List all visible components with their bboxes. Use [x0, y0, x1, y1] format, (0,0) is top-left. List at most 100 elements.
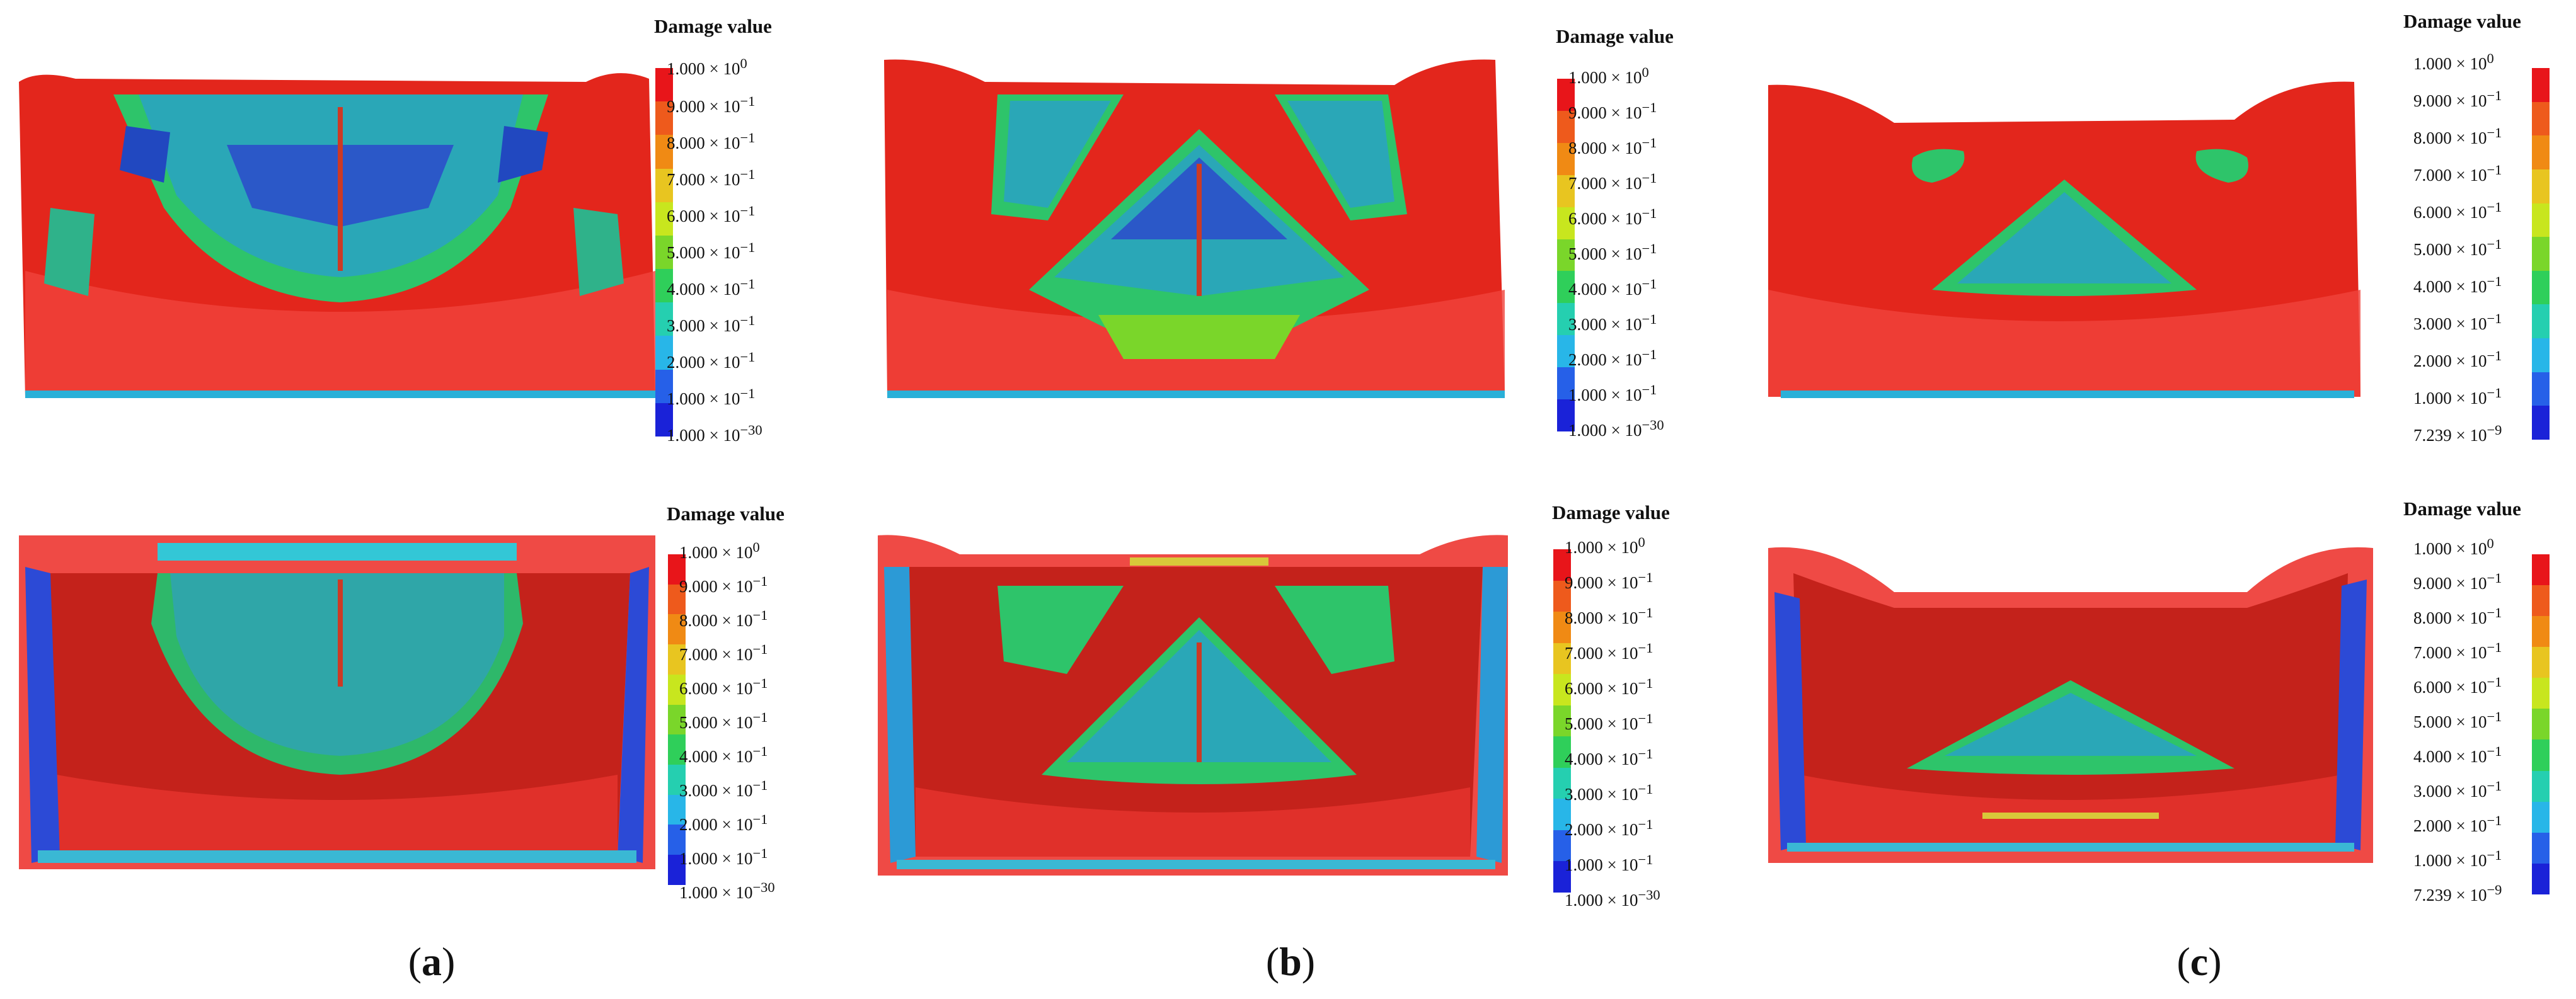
colorbar-a-top [655, 68, 673, 437]
colorbar-segment [2532, 585, 2550, 617]
colorbar-segment [668, 765, 686, 795]
contour-plot-a-bottom [19, 535, 655, 869]
tick-label: 6.000 × 10 [2413, 203, 2487, 222]
colorbar-segment [655, 269, 673, 303]
tick-label: 1.000 × 10 [2413, 851, 2487, 870]
colorbar-segment [655, 68, 673, 102]
contour-plot-a-top [19, 73, 655, 398]
colorbar-segment [1553, 642, 1571, 675]
colorbar-segment [2532, 709, 2550, 740]
tick-label: 6.000 × 10 [2413, 678, 2487, 697]
tick-label: 1.000 × 10 [1565, 891, 1638, 910]
tick-label: 3.000 × 10 [1565, 785, 1638, 804]
tick-label: 3.000 × 10 [1568, 315, 1642, 334]
tick-label: 8.000 × 10 [667, 134, 740, 152]
tick-label: 4.000 × 10 [679, 747, 753, 766]
colorbar-segment [2532, 304, 2550, 338]
tick-label: 8.000 × 10 [1565, 608, 1638, 627]
tick-label: 1.000 × 10 [1565, 538, 1638, 557]
tick-label: 1.000 × 10 [667, 426, 740, 445]
colorbar-b-bottom [1553, 549, 1571, 893]
tick-label: 6.000 × 10 [1565, 679, 1638, 698]
colorbar-segment [2532, 616, 2550, 648]
tick-label: 1.000 × 10 [2413, 389, 2487, 408]
colorbar-segment [1553, 799, 1571, 830]
panel-a-bottom: Damage value 1.000 × 100 9.000 × 10−1 8.… [0, 498, 859, 976]
caption-a: (a) [408, 939, 456, 984]
tick-label: 7.000 × 10 [667, 170, 740, 189]
tick-label: 4.000 × 10 [667, 280, 740, 299]
colorbar-segment [655, 202, 673, 236]
colorbar-c-top-bar [2532, 68, 2550, 440]
tick-label: 1.000 × 10 [679, 543, 753, 562]
colorbar-segment [1557, 271, 1575, 304]
colorbar-segment [2532, 338, 2550, 372]
tick-label: 9.000 × 10 [667, 97, 740, 116]
colorbar-segment [1553, 705, 1571, 737]
colorbar-segment [1553, 767, 1571, 799]
caption-c: (c) [2176, 939, 2222, 984]
tick-label: 3.000 × 10 [2413, 314, 2487, 333]
tick-label: 8.000 × 10 [2413, 128, 2487, 147]
panel-c-bottom: Damage value 1.000 × 100 9.000 × 10−1 8.… [1718, 498, 2576, 976]
legend-title-a-top: Damage value [654, 15, 772, 37]
tick-label: 1.000 × 10 [2413, 539, 2487, 558]
colorbar-segment [2532, 203, 2550, 237]
colorbar-segment [655, 168, 673, 202]
tick-label: 7.000 × 10 [1568, 174, 1642, 193]
colorbar-segment [2532, 678, 2550, 709]
tick-label: 1.000 × 10 [679, 883, 753, 902]
tick-label: 2.000 × 10 [1565, 820, 1638, 839]
colorbar-segment [655, 101, 673, 135]
tick-label: 4.000 × 10 [2413, 747, 2487, 766]
colorbar-segment [668, 704, 686, 735]
colorbar-segment [2532, 68, 2550, 102]
colorbar-segment [668, 674, 686, 705]
tick-label: 5.000 × 10 [667, 243, 740, 262]
tick-label: 9.000 × 10 [2413, 91, 2487, 110]
legend-title-b-bottom: Damage value [1552, 501, 1670, 523]
colorbar-segment [2532, 863, 2550, 894]
colorbar-segment [2532, 647, 2550, 678]
tick-label: 3.000 × 10 [679, 781, 753, 800]
tick-label: 2.000 × 10 [679, 815, 753, 834]
colorbar-segment [1553, 549, 1571, 581]
tick-label: 2.000 × 10 [2413, 816, 2487, 835]
tick-label: 1.000 × 10 [2413, 54, 2487, 73]
legend-title-b-top: Damage value [1556, 25, 1674, 47]
colorbar-segment [2532, 270, 2550, 305]
colorbar-segment [1553, 861, 1571, 893]
panel-b-bottom: Damage value 1.000 × 100 9.000 × 10−1 8.… [859, 498, 1718, 976]
tick-label: 1.000 × 10 [679, 849, 753, 868]
tick-label: 7.239 × 10 [2413, 886, 2487, 905]
tick-label: 2.000 × 10 [2413, 351, 2487, 370]
tick-label: 5.000 × 10 [2413, 712, 2487, 731]
colorbar-segment [1557, 239, 1575, 271]
colorbar-segment [668, 554, 686, 585]
tick-label: 2.000 × 10 [667, 353, 740, 372]
colorbar-a-bottom [668, 554, 686, 885]
colorbar-segment [2532, 739, 2550, 771]
colorbar-segment [1553, 612, 1571, 643]
tick-label: 4.000 × 10 [1568, 280, 1642, 299]
tick-label: 9.000 × 10 [1568, 103, 1642, 122]
colorbar-segment [1557, 303, 1575, 336]
colorbar-segment [2532, 554, 2550, 586]
tick-label: 6.000 × 10 [667, 207, 740, 225]
colorbar-segment [668, 584, 686, 615]
tick-label: 9.000 × 10 [2413, 574, 2487, 593]
contour-plot-b-top [884, 59, 1505, 398]
tick-label: 7.000 × 10 [1565, 644, 1638, 663]
colorbar-segment [2532, 101, 2550, 136]
colorbar-segment [1553, 736, 1571, 768]
tick-label: 9.000 × 10 [679, 577, 753, 596]
tick-label: 7.239 × 10 [2413, 426, 2487, 445]
colorbar-segment [655, 302, 673, 336]
legend-title-c-top: Damage value [2403, 10, 2521, 32]
colorbar-segment [2532, 237, 2550, 271]
contour-plot-c-top [1768, 81, 2360, 398]
tick-label: 8.000 × 10 [679, 611, 753, 630]
tick-label: 1.000 × 10 [1565, 855, 1638, 874]
tick-label: 2.000 × 10 [1568, 350, 1642, 369]
tick-label: 4.000 × 10 [1565, 750, 1638, 768]
